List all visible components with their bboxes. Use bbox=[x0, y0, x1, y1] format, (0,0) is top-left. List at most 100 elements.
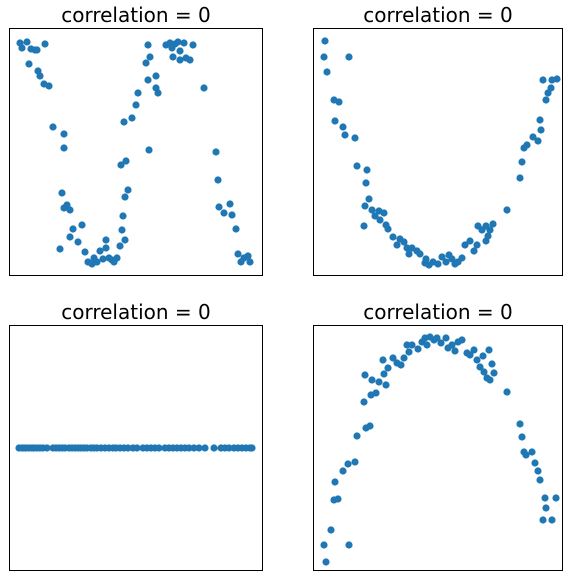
point bbox=[384, 225, 392, 233]
point bbox=[345, 53, 353, 61]
point bbox=[215, 203, 223, 211]
point bbox=[210, 444, 218, 452]
point bbox=[529, 133, 537, 141]
point bbox=[220, 209, 228, 217]
point bbox=[518, 158, 526, 166]
point bbox=[503, 388, 511, 396]
point bbox=[434, 260, 442, 268]
point bbox=[176, 56, 184, 64]
point bbox=[403, 341, 411, 349]
point bbox=[174, 38, 182, 46]
point bbox=[523, 141, 531, 149]
point bbox=[485, 346, 493, 354]
point bbox=[335, 98, 343, 106]
point bbox=[66, 206, 74, 214]
point bbox=[132, 101, 140, 109]
point bbox=[344, 460, 352, 468]
point bbox=[486, 376, 494, 384]
point bbox=[212, 148, 220, 156]
point bbox=[331, 478, 339, 486]
point bbox=[25, 60, 33, 68]
point bbox=[400, 238, 408, 246]
point bbox=[145, 146, 153, 154]
point bbox=[479, 352, 487, 360]
point bbox=[186, 56, 194, 64]
point bbox=[122, 157, 130, 165]
point bbox=[461, 241, 469, 249]
point bbox=[552, 494, 560, 502]
point bbox=[536, 476, 544, 484]
point bbox=[321, 37, 329, 45]
point bbox=[200, 84, 208, 92]
point bbox=[400, 354, 408, 362]
point bbox=[120, 118, 128, 126]
axes-frame bbox=[9, 28, 263, 276]
subplot-title: correlation = 0 bbox=[363, 3, 513, 27]
point bbox=[375, 378, 383, 386]
point bbox=[476, 363, 484, 371]
point bbox=[339, 123, 347, 131]
point bbox=[118, 226, 126, 234]
point bbox=[534, 467, 542, 475]
point bbox=[345, 541, 353, 549]
point bbox=[119, 212, 127, 220]
point bbox=[185, 444, 193, 452]
point bbox=[365, 195, 373, 203]
point bbox=[518, 433, 526, 441]
point bbox=[244, 252, 252, 260]
point bbox=[18, 44, 26, 52]
point bbox=[548, 516, 556, 524]
point bbox=[78, 221, 86, 229]
point bbox=[334, 495, 342, 503]
point bbox=[353, 432, 361, 440]
subplot-title: correlation = 0 bbox=[61, 300, 211, 324]
point bbox=[534, 137, 542, 145]
point bbox=[146, 53, 154, 61]
point bbox=[327, 526, 335, 534]
point bbox=[361, 371, 369, 379]
point bbox=[134, 89, 142, 97]
point bbox=[152, 72, 160, 80]
point bbox=[405, 348, 413, 356]
point bbox=[121, 193, 129, 201]
point bbox=[81, 248, 89, 256]
point bbox=[23, 38, 31, 46]
point bbox=[403, 244, 411, 252]
point bbox=[58, 189, 66, 197]
point bbox=[232, 225, 240, 233]
point bbox=[416, 250, 424, 258]
point bbox=[547, 84, 555, 92]
point bbox=[451, 347, 459, 355]
point bbox=[322, 558, 330, 566]
point bbox=[320, 541, 328, 549]
point bbox=[234, 250, 242, 258]
point bbox=[380, 209, 388, 217]
point bbox=[542, 504, 550, 512]
point bbox=[362, 179, 370, 187]
point bbox=[176, 47, 184, 55]
point bbox=[60, 130, 68, 138]
point bbox=[144, 41, 152, 49]
point bbox=[516, 174, 524, 182]
point bbox=[536, 116, 544, 124]
point bbox=[195, 444, 203, 452]
point bbox=[408, 341, 416, 349]
point bbox=[380, 370, 388, 378]
point bbox=[480, 368, 488, 376]
point bbox=[422, 255, 430, 263]
point bbox=[189, 41, 197, 49]
point bbox=[433, 334, 441, 342]
point bbox=[102, 236, 110, 244]
point bbox=[49, 123, 57, 131]
point bbox=[128, 114, 136, 122]
point bbox=[69, 225, 77, 233]
point bbox=[320, 53, 328, 61]
point bbox=[488, 360, 496, 368]
axes-frame bbox=[313, 325, 563, 571]
point bbox=[368, 206, 376, 214]
point bbox=[448, 341, 456, 349]
point bbox=[438, 253, 446, 261]
point bbox=[56, 245, 64, 253]
point bbox=[93, 258, 101, 266]
point bbox=[116, 242, 124, 250]
